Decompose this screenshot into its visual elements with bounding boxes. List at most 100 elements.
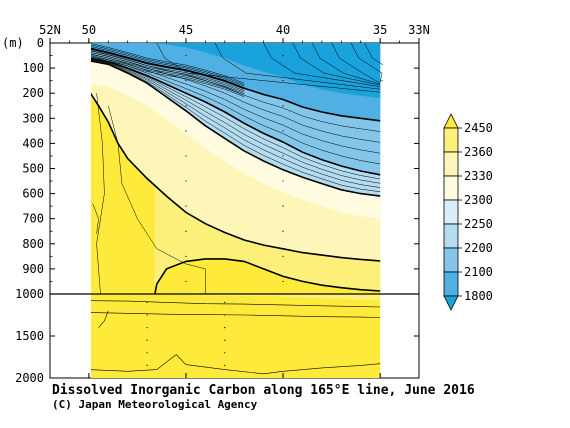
contour-deep [91, 300, 381, 308]
sample-dot [282, 205, 284, 207]
contour-surface [350, 43, 383, 83]
colorbar-swatch [443, 151, 459, 177]
sample-dot [185, 54, 187, 57]
contour-dense [91, 55, 245, 96]
colorbar-label: 1800 [464, 289, 493, 303]
y-tick-label: 1500 [15, 329, 44, 343]
contour-dense [91, 44, 245, 85]
colorbar-label: 2450 [464, 121, 493, 135]
chart-credit: (C) Japan Meteorological Agency [52, 398, 258, 411]
contour-bold-2100 [91, 47, 381, 122]
colorbar-bottom-arrow [443, 295, 459, 311]
colorbar-label: 2360 [464, 145, 493, 159]
y-tick-label: 0 [37, 36, 44, 50]
chart-title: Dissolved Inorganic Carbon along 165°E l… [52, 383, 475, 398]
colorbar-label: 2200 [464, 241, 493, 255]
contour-dense [91, 49, 245, 90]
y-tick-label: 1000 [15, 287, 44, 301]
sample-dot [282, 155, 284, 157]
colorbar-label: 2100 [464, 265, 493, 279]
contour-dense [91, 50, 245, 91]
x-tick-label: 40 [276, 23, 290, 37]
colorbar: 2450 2360 2330 2300 2250 2200 2100 1800 [443, 113, 493, 311]
sample-dot [224, 364, 226, 366]
sample-dot [282, 180, 284, 182]
y-tick-label: 300 [22, 111, 44, 125]
y-unit-label: (m) [2, 36, 24, 50]
contour-lines [91, 43, 383, 375]
contour-surface [331, 43, 381, 84]
x-tick-label: 50 [82, 23, 96, 37]
sample-dot [282, 280, 284, 283]
sample-dot [282, 255, 284, 257]
contour-thin [91, 59, 381, 184]
x-tick-label: 35 [373, 23, 387, 37]
sample-dot [146, 301, 148, 303]
contour-bold-2200 [91, 57, 381, 176]
contour-bold-2360 [154, 258, 381, 294]
y-tick-label: 200 [22, 86, 44, 100]
band-deep [91, 294, 381, 378]
contour-thin [91, 56, 381, 165]
sample-dot [146, 364, 148, 366]
colorbar-swatch [443, 127, 459, 153]
colorbar-swatch [443, 175, 459, 201]
sample-dot [146, 327, 148, 329]
x-tick-label: 33N [408, 23, 430, 37]
contour-dense [91, 46, 245, 87]
colorbar-label: 2250 [464, 217, 493, 231]
sample-dot [146, 314, 148, 316]
contour-bold-2300 [91, 60, 381, 197]
sample-dot [146, 352, 148, 354]
sample-dot [185, 255, 187, 257]
y-tick-label: 700 [22, 212, 44, 226]
contour-thin [91, 58, 381, 180]
sample-dot [185, 205, 187, 207]
x-tick-label: 52N [39, 23, 61, 37]
y-tick-label: 900 [22, 262, 44, 276]
contour-dense [91, 43, 245, 84]
colorbar-swatch [443, 247, 459, 273]
contour-deep [91, 312, 381, 318]
y-tick-label: 400 [22, 136, 44, 150]
contour-surface [214, 43, 381, 90]
sample-dot [282, 80, 284, 82]
y-tick-label: 800 [22, 237, 44, 251]
contour-deep [91, 354, 381, 375]
sample-dot [185, 155, 187, 157]
sample-dot [185, 80, 187, 82]
y-axis: 0 100 200 300 400 500 600 700 800 900 1000 1500 2000 [15, 36, 419, 385]
contour-surface [292, 43, 381, 86]
y-tick-label: 500 [22, 162, 44, 176]
y-tick-label: 100 [22, 61, 44, 75]
y-tick-label: 2000 [15, 371, 44, 385]
y-tick-label: 600 [22, 187, 44, 201]
sample-dot [224, 339, 226, 341]
colorbar-swatch [443, 199, 459, 225]
contour-thin [91, 59, 381, 188]
sample-dot [282, 54, 284, 57]
x-tick-label: 45 [179, 23, 193, 37]
band-1800 [91, 43, 381, 99]
contour-dense [91, 52, 245, 93]
colorbar-swatch [443, 271, 459, 297]
sample-dot [224, 314, 226, 316]
sample-dot [185, 280, 187, 283]
contour-thin [108, 105, 206, 294]
sample-dot [282, 230, 284, 232]
colorbar-top-arrow [443, 113, 459, 129]
x-axis: 52N 50 45 40 35 33N [39, 23, 430, 378]
contour-surface [311, 43, 381, 85]
contour-bold-2330 [91, 92, 381, 262]
colorbar-label: 2300 [464, 193, 493, 207]
contour-dense [91, 53, 245, 94]
sample-dot [185, 180, 187, 182]
band-deep-2360 [91, 294, 381, 301]
sample-dot [224, 327, 226, 329]
sample-dot [146, 339, 148, 341]
contour-thin [91, 52, 381, 143]
contour-thin [96, 93, 105, 294]
contour-thin [92, 203, 99, 234]
sample-dot [185, 105, 187, 107]
